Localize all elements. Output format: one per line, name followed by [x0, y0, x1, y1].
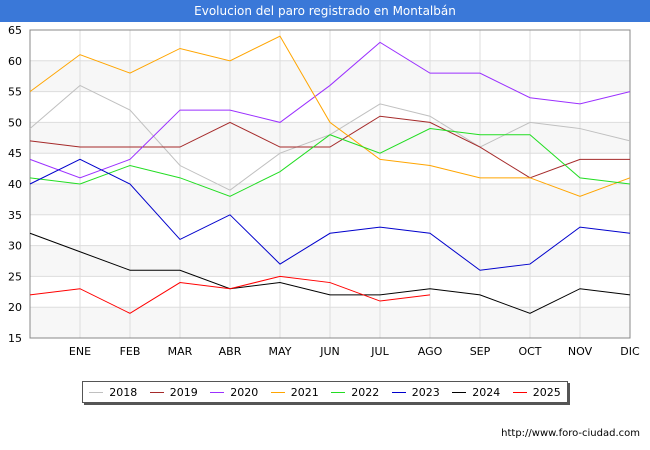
y-tick-label: 45 — [8, 147, 22, 160]
legend-swatch — [391, 391, 406, 393]
legend-label: 2020 — [230, 385, 259, 399]
legend-item-2020: 2020 — [210, 386, 258, 399]
y-tick-label: 40 — [8, 178, 22, 191]
series-line-2024 — [29, 232, 631, 314]
x-tick-label: JUL — [370, 345, 389, 358]
legend-label: 2024 — [472, 385, 501, 399]
x-tick-label: ABR — [219, 345, 242, 358]
source-footer: http://www.foro-ciudad.com — [501, 428, 640, 439]
legend-item-2021: 2021 — [270, 385, 319, 399]
legend-label: 2019 — [169, 385, 198, 399]
x-tick-label: SEP — [470, 345, 491, 358]
chart-legend: 2018 2019 2020 2021 2022 2023 2024 2025 — [82, 381, 568, 403]
x-tick-label: JUN — [319, 345, 340, 358]
legend-swatch — [210, 391, 225, 393]
y-tick-label: 20 — [8, 301, 22, 314]
series-line-2022 — [29, 128, 631, 197]
series-line-2025 — [29, 275, 431, 314]
series-line-2021 — [29, 35, 631, 197]
legend-label: 2018 — [109, 385, 138, 399]
series-line-2020 — [29, 41, 631, 179]
x-tick-label: OCT — [518, 345, 541, 358]
y-tick-label: 65 — [8, 24, 22, 37]
legend-label: 2021 — [290, 385, 319, 399]
x-tick-label: FEB — [120, 345, 141, 358]
x-tick-label: AGO — [418, 345, 443, 358]
y-tick-label: 55 — [8, 86, 22, 99]
legend-item-2018: 2018 — [89, 386, 137, 399]
legend-swatch — [270, 391, 285, 393]
legend-item-2019: 2019 — [149, 385, 198, 399]
legend-label: 2025 — [532, 385, 561, 399]
y-tick-label: 30 — [8, 240, 22, 253]
line-chart: 15 20 25 30 35 40 45 50 55 60 65 ENE FEB MAR ABR MAY JUN… — [8, 24, 640, 358]
chart-title: Evolucion del paro registrado en Montalb… — [0, 0, 650, 22]
y-tick-label: 60 — [8, 55, 22, 68]
legend-item-2022: 2022 — [331, 386, 379, 399]
legend-item-2023: 2023 — [391, 385, 440, 399]
legend-label: 2023 — [411, 385, 440, 399]
legend-swatch — [331, 391, 346, 393]
legend-swatch — [149, 391, 164, 393]
legend-swatch — [512, 391, 527, 393]
legend-item-2024: 2024 — [452, 386, 500, 399]
x-tick-label: ENE — [69, 345, 91, 358]
x-tick-label: DIC — [620, 345, 640, 358]
y-tick-label: 35 — [8, 209, 22, 222]
y-tick-label: 25 — [8, 270, 22, 283]
legend-label: 2022 — [351, 385, 380, 399]
x-tick-label: MAY — [269, 345, 292, 358]
y-tick-label: 50 — [8, 116, 22, 129]
y-tick-label: 15 — [8, 332, 22, 345]
series-line-2023 — [29, 158, 631, 271]
legend-swatch — [89, 391, 104, 393]
legend-item-2025: 2025 — [512, 385, 561, 399]
x-tick-label: NOV — [568, 345, 593, 358]
legend-swatch — [452, 391, 467, 393]
x-tick-label: MAR — [168, 345, 193, 358]
